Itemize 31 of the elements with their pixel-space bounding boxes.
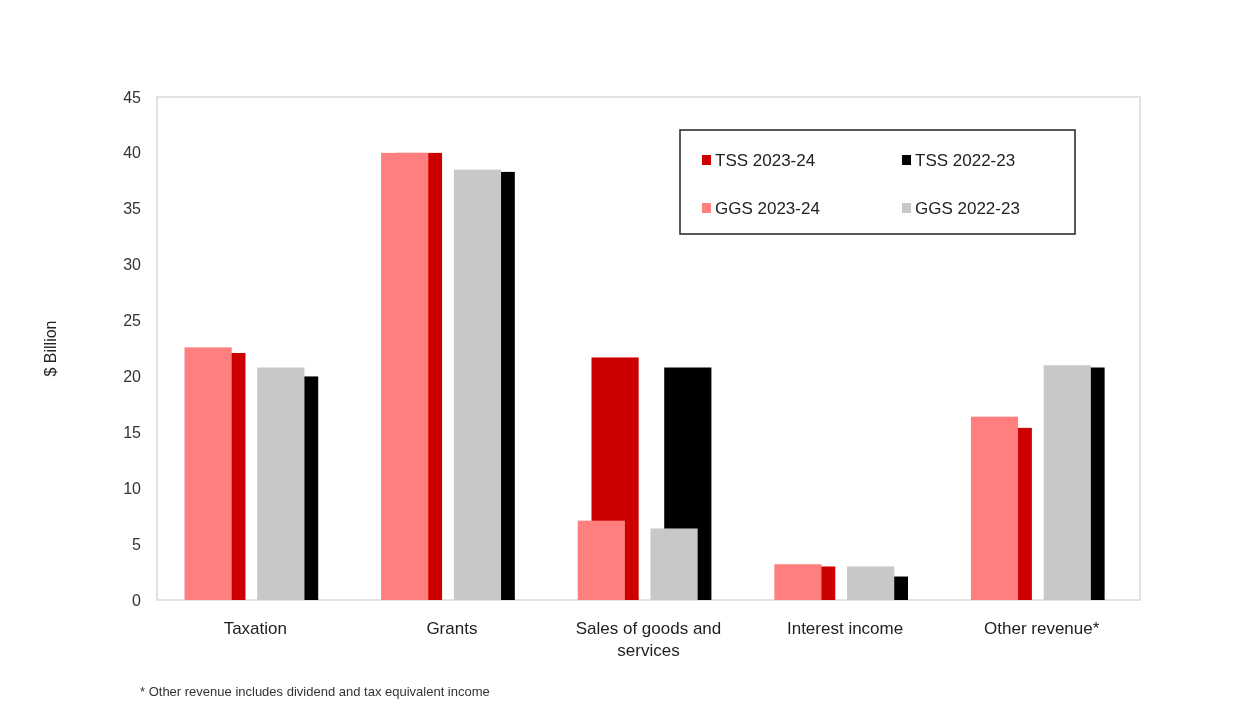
- x-tick-label: Sales of goods and services: [575, 619, 722, 660]
- y-tick-label: 35: [123, 200, 142, 218]
- bar: [184, 347, 232, 600]
- bar: [577, 520, 625, 600]
- x-tick-label: Other revenue*: [984, 619, 1100, 638]
- bar: [257, 367, 305, 600]
- text: * Other revenue includes dividend and tax equivalent income: [140, 684, 490, 699]
- bar: [381, 152, 429, 600]
- y-axis-title: $ Billion: [42, 320, 59, 377]
- bar: [1043, 365, 1091, 600]
- bar: [453, 169, 502, 600]
- y-tick-label: 10: [123, 479, 142, 497]
- y-tick-label: 40: [123, 144, 142, 162]
- y-tick-label: 30: [123, 256, 142, 274]
- y-tick-label: 5: [132, 535, 142, 553]
- y-tick-label: 45: [123, 88, 142, 106]
- bar: [847, 566, 895, 600]
- y-tick-label: 25: [123, 312, 142, 330]
- bar: [774, 564, 822, 600]
- bar: [650, 528, 698, 600]
- y-tick-label: 20: [123, 368, 142, 386]
- y-tick-label: 0: [132, 591, 142, 609]
- x-tick-label: Interest income: [786, 619, 904, 638]
- legend-label: TSS 2022-23: [915, 150, 1016, 170]
- y-tick-label: 15: [123, 423, 142, 441]
- x-tick-label: Taxation: [223, 619, 287, 638]
- x-tick-label: Grants: [426, 619, 478, 638]
- bar: [970, 416, 1019, 600]
- legend-label: TSS 2023-24: [715, 150, 816, 170]
- legend-label: GGS 2023-24: [715, 198, 820, 218]
- legend-label: GGS 2022-23: [915, 198, 1020, 218]
